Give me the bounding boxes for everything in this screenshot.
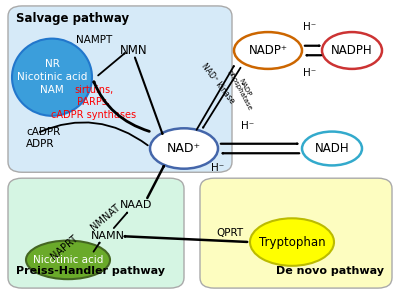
Text: QPRT: QPRT: [216, 228, 244, 238]
FancyBboxPatch shape: [8, 6, 232, 172]
Text: H⁻: H⁻: [303, 68, 317, 78]
Text: Tryptophan: Tryptophan: [259, 236, 325, 249]
Text: NADP⁺: NADP⁺: [248, 44, 288, 57]
Ellipse shape: [322, 32, 382, 69]
Text: Nicotinic acid: Nicotinic acid: [33, 255, 103, 265]
Text: NADPH: NADPH: [331, 44, 373, 57]
FancyBboxPatch shape: [200, 178, 392, 288]
Ellipse shape: [12, 39, 92, 116]
Text: Salvage pathway: Salvage pathway: [16, 12, 129, 25]
Ellipse shape: [150, 128, 218, 169]
Text: NAPRT: NAPRT: [49, 233, 80, 261]
Ellipse shape: [250, 218, 334, 266]
Text: NADH: NADH: [315, 142, 349, 155]
Text: NMN: NMN: [120, 44, 148, 57]
Text: NAD⁺ kinase: NAD⁺ kinase: [200, 61, 236, 105]
Text: NAMN: NAMN: [91, 231, 125, 241]
Text: Preiss-Handler pathway: Preiss-Handler pathway: [16, 266, 165, 276]
Text: NAD⁺: NAD⁺: [167, 142, 201, 155]
Text: H⁻: H⁻: [211, 163, 225, 173]
Ellipse shape: [26, 241, 110, 279]
Text: NR
Nicotinic acid
NAM: NR Nicotinic acid NAM: [17, 59, 87, 95]
Text: NADP
phosphatase: NADP phosphatase: [226, 67, 258, 112]
Text: NAMPT: NAMPT: [76, 35, 112, 45]
Text: NAAD: NAAD: [120, 200, 152, 210]
Text: H⁻: H⁻: [303, 22, 317, 32]
Text: H⁻: H⁻: [241, 121, 255, 131]
Text: De novo pathway: De novo pathway: [276, 266, 384, 276]
Text: NMNAT: NMNAT: [89, 202, 122, 233]
Text: cADPR
ADPR: cADPR ADPR: [26, 127, 60, 149]
Ellipse shape: [302, 132, 362, 165]
FancyBboxPatch shape: [8, 178, 184, 288]
Text: sirtuins,
PARPs,
cADPR synthases: sirtuins, PARPs, cADPR synthases: [52, 85, 136, 120]
Ellipse shape: [234, 32, 302, 69]
